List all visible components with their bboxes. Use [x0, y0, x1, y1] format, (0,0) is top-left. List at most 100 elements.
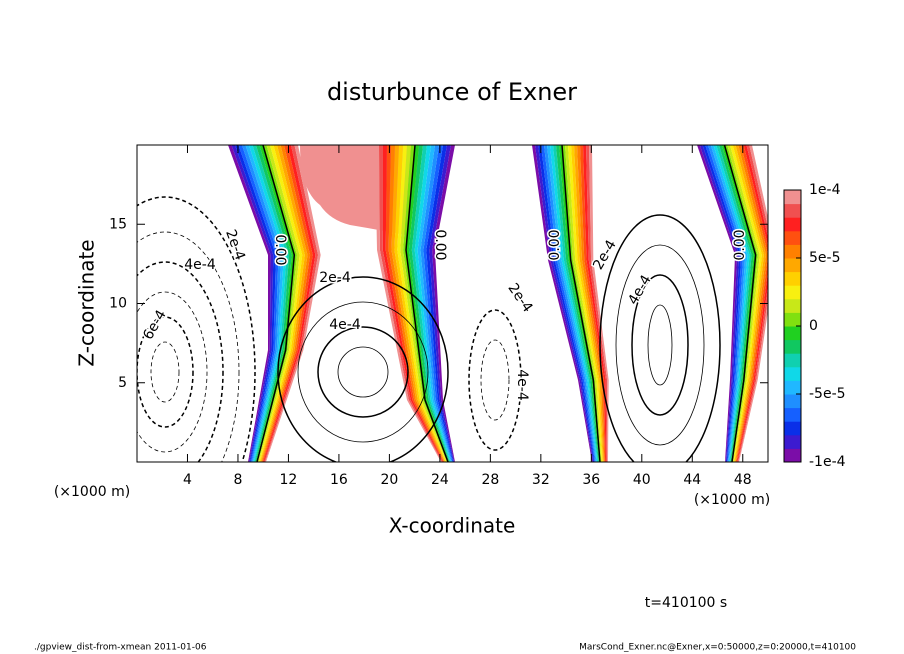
contour-label: 4e-4: [514, 369, 530, 401]
colorbar-tick-label: 5e-5: [809, 250, 840, 266]
contour-line: [137, 291, 208, 453]
x-unit-label: (×1000 m): [54, 484, 130, 500]
colorbar-segment: [784, 326, 801, 341]
color-band: [249, 145, 287, 462]
contour-line: [615, 244, 705, 446]
color-band: [708, 145, 746, 462]
colorbar-segment: [784, 366, 801, 381]
color-band: [553, 145, 599, 462]
zero-contour: [723, 145, 757, 462]
color-band: [727, 145, 760, 462]
x-axis-label: X-coordinate: [389, 514, 516, 538]
color-band: [235, 145, 276, 462]
annotation: t=410100 s: [645, 595, 727, 611]
x-tick-label: 44: [683, 472, 701, 488]
colorbar-segment: [784, 271, 801, 286]
color-band: [408, 145, 450, 462]
contour-line: [337, 346, 389, 398]
x-tick-label: 48: [734, 472, 752, 488]
color-band: [400, 145, 448, 462]
colorbar-segment: [784, 394, 801, 409]
contour-line: [137, 261, 224, 462]
colorbar-segment: [784, 217, 801, 232]
y-tick-label: 15: [109, 216, 127, 232]
contour-line: [150, 341, 180, 403]
color-band: [556, 145, 600, 462]
colorbar-segment: [784, 421, 801, 436]
color-band: [379, 145, 443, 462]
color-band: [397, 145, 447, 462]
colorbar-segment: [784, 353, 801, 368]
color-band: [547, 145, 597, 462]
x-tick-label: 16: [330, 472, 348, 488]
contour-line: [297, 301, 429, 443]
color-band: [385, 145, 444, 462]
contour-line: [599, 214, 721, 462]
color-band: [429, 145, 455, 462]
color-band: [559, 145, 600, 462]
color-band: [382, 145, 444, 462]
contour-label: 0.00: [272, 234, 288, 265]
x-tick-label: 40: [633, 472, 651, 488]
contour-label: 0.00: [432, 229, 448, 260]
colorbar-tick-label: -5e-5: [809, 386, 846, 402]
color-band: [589, 145, 609, 462]
y-tick-label: 10: [109, 296, 127, 312]
contour-label: 2e-4: [504, 281, 535, 316]
color-band: [258, 145, 303, 462]
x-tick-label: 32: [532, 472, 550, 488]
contour-line: [137, 316, 194, 428]
contour-field: [137, 145, 768, 462]
color-band: [580, 145, 606, 462]
colorbar-tick-label: 1e-4: [809, 182, 841, 198]
colorbar-segment: [784, 380, 801, 395]
color-band: [734, 145, 766, 462]
color-band: [406, 145, 449, 462]
colorbar-segment: [784, 258, 801, 273]
contour-label: 0.00: [547, 229, 563, 260]
x-tick-label: 12: [280, 472, 298, 488]
color-band: [256, 145, 295, 462]
contour-label: 2e-4: [319, 270, 351, 286]
contour-label: 2e-4: [590, 237, 620, 272]
footer-left: ./gpview_dist-from-xmean 2011-01-06: [34, 643, 207, 653]
color-band: [388, 145, 445, 462]
color-band: [538, 145, 595, 462]
chart-title: disturbunce of Exner: [327, 78, 577, 106]
x-tick-label: 36: [582, 472, 600, 488]
colorbar-segment: [784, 448, 801, 463]
color-band: [432, 145, 455, 462]
contour-line: [468, 309, 522, 451]
color-band: [426, 145, 454, 462]
x-tick-label: 8: [233, 472, 242, 488]
color-band: [255, 145, 292, 462]
x-tick-label: 20: [380, 472, 398, 488]
color-band: [532, 145, 593, 462]
contour-line: [317, 326, 409, 418]
colorbar-segment: [784, 434, 801, 449]
colorbar-segment: [784, 230, 801, 245]
contour-line: [277, 276, 449, 462]
color-band: [417, 145, 452, 462]
color-band: [568, 145, 603, 462]
color-band: [541, 145, 596, 462]
color-band: [257, 145, 297, 462]
contour-label: 6e-4: [140, 307, 170, 342]
color-band: [544, 145, 596, 462]
colorbar-tick-label: 0: [809, 318, 818, 334]
colorbar-segment: [784, 339, 801, 354]
color-band: [583, 145, 607, 462]
contour-label: 2e-4: [222, 227, 248, 262]
x-tick-label: 4: [183, 472, 192, 488]
contour-line: [647, 304, 673, 386]
zero-contour: [405, 145, 449, 462]
colorbar-segment: [784, 298, 801, 313]
color-band: [738, 145, 768, 462]
color-band: [550, 145, 598, 462]
color-band: [423, 145, 453, 462]
color-band: [375, 145, 442, 462]
color-band: [562, 145, 601, 462]
color-band: [391, 145, 446, 462]
color-band: [730, 145, 762, 462]
